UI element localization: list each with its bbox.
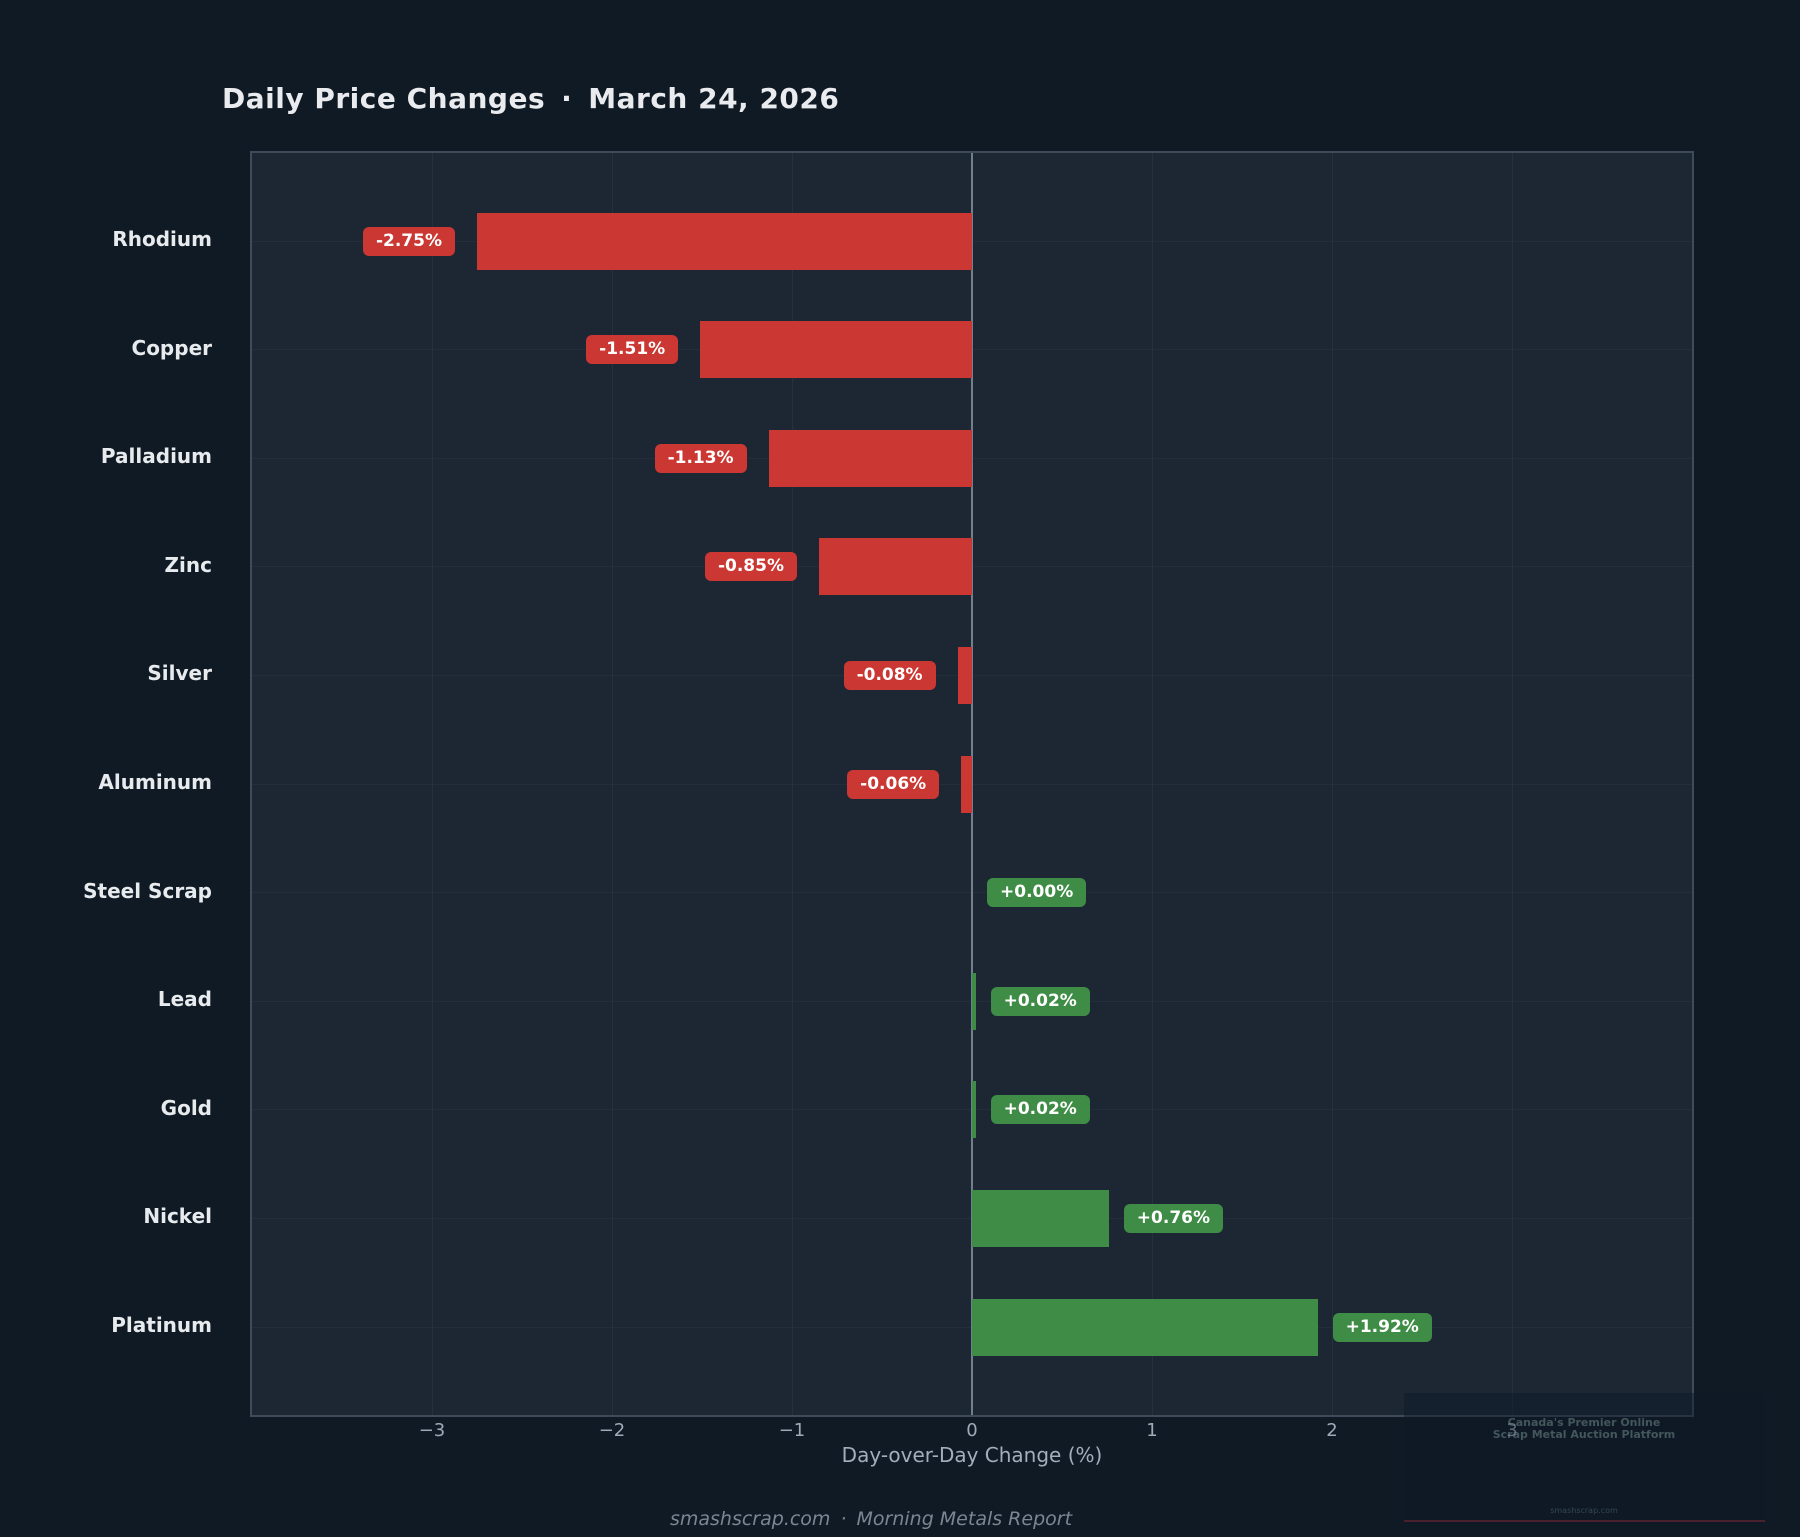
value-badge: +0.02% (990, 986, 1090, 1016)
value-badge: -2.75% (362, 226, 455, 256)
value-badge: -0.85% (704, 552, 797, 582)
x-tick-label: 3 (1506, 1420, 1518, 1441)
value-badge: +0.00% (987, 878, 1087, 908)
footer-separator: · (840, 1508, 847, 1530)
gridline-vertical (1331, 153, 1333, 1415)
gridline-vertical (1151, 153, 1153, 1415)
bar (477, 212, 972, 270)
bar (768, 429, 972, 487)
zero-line (971, 153, 973, 1415)
bar (972, 1189, 1109, 1247)
x-tick-label: −3 (418, 1420, 446, 1441)
footer: smashscrap.com · Morning Metals Report (670, 1508, 1072, 1530)
gridline-vertical (611, 153, 613, 1415)
value-badge: +0.02% (990, 1095, 1090, 1125)
category-label: Steel Scrap (83, 878, 212, 903)
value-badge: -1.51% (586, 335, 679, 365)
title-date: March 24, 2026 (588, 82, 840, 115)
gridline-vertical (1511, 153, 1513, 1415)
watermark-line2: Scrap Metal Auction Platform (1492, 1428, 1676, 1441)
value-badge: -0.06% (847, 769, 940, 799)
watermark-site: smashscrap.com (1550, 1506, 1618, 1515)
value-badge: -1.13% (654, 443, 747, 473)
bar (957, 646, 972, 704)
category-label: Aluminum (98, 770, 212, 794)
category-label: Copper (131, 335, 212, 360)
watermark-line1: Canada's Premier Online (1507, 1416, 1661, 1429)
footer-site: smashscrap.com (669, 1508, 831, 1530)
category-label: Palladium (100, 444, 212, 469)
value-badge: +1.92% (1332, 1312, 1432, 1342)
gridline-vertical (791, 153, 793, 1415)
category-label: Zinc (164, 552, 212, 577)
watermark-divider (1404, 1520, 1765, 1522)
category-label: Lead (157, 987, 212, 1012)
value-badge: +0.76% (1123, 1203, 1224, 1233)
gridline-vertical (431, 153, 433, 1415)
watermark-card (1404, 1393, 1765, 1524)
bar (972, 972, 976, 1030)
category-label: Gold (160, 1095, 212, 1120)
x-axis-label: Day-over-Day Change (%) (841, 1443, 1103, 1467)
category-label: Nickel (143, 1204, 212, 1229)
bar (961, 755, 972, 813)
bar (700, 321, 972, 379)
x-tick-label: −2 (598, 1420, 626, 1441)
x-tick-label: −1 (778, 1420, 806, 1441)
category-label: Silver (147, 661, 212, 686)
footer-report: Morning Metals Report (856, 1508, 1073, 1530)
category-label: Rhodium (112, 227, 212, 251)
bar (972, 1298, 1318, 1356)
title-text: Daily Price Changes (222, 82, 546, 115)
category-label: Platinum (111, 1313, 212, 1337)
bar (819, 538, 972, 596)
chart-title: Daily Price Changes · March 24, 2026 (222, 82, 839, 115)
x-tick-label: 0 (966, 1420, 978, 1441)
title-separator: · (561, 82, 573, 115)
value-badge: -0.08% (843, 660, 936, 690)
x-tick-label: 2 (1326, 1420, 1338, 1441)
x-tick-label: 1 (1146, 1420, 1158, 1441)
bar (972, 1081, 976, 1139)
